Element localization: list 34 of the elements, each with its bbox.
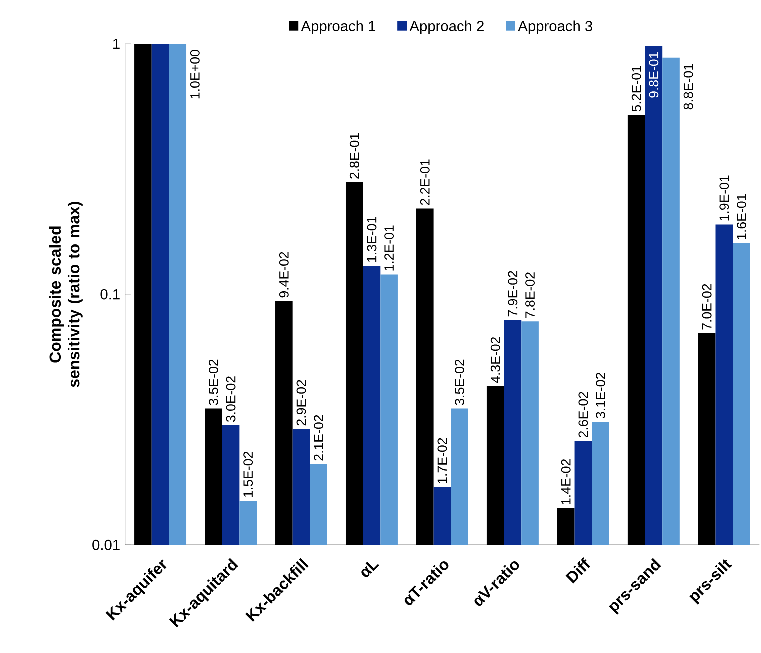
y-tick-label: 0.1	[100, 289, 120, 300]
data-label: 2.2E-01	[420, 160, 430, 206]
legend-label: Approach 1	[301, 20, 376, 34]
data-label: 1.2E-01	[384, 226, 394, 271]
data-label: 8.8E-01	[684, 64, 694, 110]
data-label: 7.9E-02	[508, 271, 518, 317]
data-label: 2.8E-01	[350, 134, 360, 179]
data-label: 1.6E-01	[737, 194, 746, 240]
data-label: 2.1E-02	[314, 415, 324, 461]
y-axis-title: Composite scaled sensitivity (ratio to max)	[49, 202, 83, 388]
legend-label: Approach 2	[410, 20, 484, 34]
data-label: 7.0E-02	[702, 284, 712, 330]
data-label: 9.8E-01	[649, 52, 659, 98]
data-label: 2.9E-02	[296, 380, 306, 426]
y-tick-label: 1	[114, 38, 120, 50]
data-label: 3.5E-02	[455, 360, 465, 406]
data-label: 9.4E-02	[279, 252, 289, 298]
data-label: 3.0E-02	[226, 376, 236, 422]
data-label: 1.9E-01	[720, 176, 730, 221]
x-tick-label: Diff	[566, 557, 590, 584]
data-label: 3.5E-02	[208, 360, 218, 406]
data-label: 7.8E-02	[526, 272, 535, 318]
x-tick-label: αL	[362, 562, 380, 578]
data-label: 4.3E-02	[490, 337, 500, 384]
legend-label: Approach 3	[518, 20, 592, 34]
data-label: 1.0E+00	[190, 50, 200, 99]
data-label: 1.4E-02	[561, 460, 571, 505]
y-tick-label: 0.01	[92, 540, 120, 550]
data-label: 2.6E-02	[578, 392, 588, 438]
data-label: 1.3E-01	[367, 217, 377, 262]
data-label: 1.5E-02	[244, 452, 254, 497]
data-label: 3.1E-02	[596, 373, 606, 419]
data-label: 5.2E-01	[632, 66, 642, 112]
data-label: 1.7E-02	[438, 438, 448, 484]
